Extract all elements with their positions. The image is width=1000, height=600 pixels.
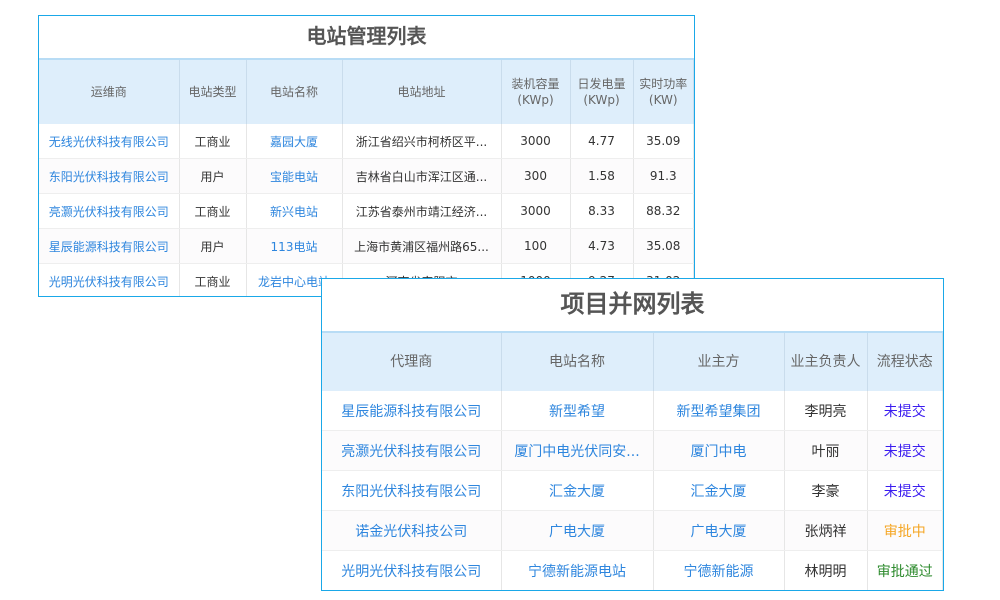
- table-row: 东阳光伏科技有限公司 用户 宝能电站 吉林省白山市浑江区通... 300 1.58 91.3: [39, 158, 694, 194]
- link-cell[interactable]: 新型希望: [501, 391, 654, 431]
- table-row: 星辰能源科技有限公司 新型希望 新型希望集团 李明亮 未提交: [322, 391, 943, 431]
- column-header: 装机容量(KWp): [501, 60, 571, 124]
- column-header: 业主负责人: [784, 333, 868, 391]
- table-cell: 张炳祥: [784, 510, 868, 551]
- link-cell[interactable]: 广电大厦: [653, 510, 785, 551]
- table-row: 星辰能源科技有限公司 用户 113电站 上海市黄浦区福州路65... 100 4.73 35…: [39, 228, 694, 264]
- table-cell: 3000: [501, 193, 571, 229]
- column-header: 代理商: [322, 333, 502, 391]
- link-cell[interactable]: 光明光伏科技有限公司: [322, 550, 502, 590]
- link-cell[interactable]: 嘉园大厦: [246, 124, 343, 159]
- link-cell[interactable]: 宝能电站: [246, 158, 343, 194]
- link-cell[interactable]: 无线光伏科技有限公司: [39, 124, 180, 159]
- link-cell[interactable]: 宁德新能源电站: [501, 550, 654, 590]
- link-cell[interactable]: 星辰能源科技有限公司: [39, 228, 180, 264]
- status-cell: 审批中: [867, 510, 943, 551]
- link-cell[interactable]: 光明光伏科技有限公司: [39, 263, 180, 296]
- column-header: 电站类型: [179, 60, 247, 124]
- table-cell: 林明明: [784, 550, 868, 590]
- column-header: 运维商: [39, 60, 180, 124]
- table-cell: 浙江省绍兴市柯桥区平...: [342, 124, 502, 159]
- table-cell: 用户: [179, 228, 247, 264]
- table-row: 东阳光伏科技有限公司 汇金大厦 汇金大厦 李豪 未提交: [322, 470, 943, 511]
- column-header: 业主方: [653, 333, 785, 391]
- table-cell: 91.3: [633, 158, 694, 194]
- table-row: 光明光伏科技有限公司 宁德新能源电站 宁德新能源 林明明 审批通过: [322, 550, 943, 590]
- status-cell: 未提交: [867, 391, 943, 431]
- station-management-panel: 电站管理列表 运维商 电站类型 电站名称 电站地址 装机容量(KWp) 日发电量(KWp)…: [38, 15, 695, 297]
- panel-title: 电站管理列表: [39, 16, 694, 60]
- table-row: 诺金光伏科技公司 广电大厦 广电大厦 张炳祥 审批中: [322, 510, 943, 551]
- link-cell[interactable]: 汇金大厦: [501, 470, 654, 511]
- table-cell: 李豪: [784, 470, 868, 511]
- link-cell[interactable]: 新型希望集团: [653, 391, 785, 431]
- table-cell: 叶丽: [784, 430, 868, 471]
- link-cell[interactable]: 厦门中电: [653, 430, 785, 471]
- table-cell: 35.09: [633, 124, 694, 159]
- table-row: 无线光伏科技有限公司 工商业 嘉园大厦 浙江省绍兴市柯桥区平... 3000 4.77 35…: [39, 124, 694, 159]
- table-cell: 4.77: [570, 124, 634, 159]
- status-cell: 未提交: [867, 430, 943, 471]
- table-cell: 1.58: [570, 158, 634, 194]
- table-cell: 3000: [501, 124, 571, 159]
- table-cell: 吉林省白山市浑江区通...: [342, 158, 502, 194]
- column-header: 日发电量(KWp): [570, 60, 634, 124]
- table-cell: 100: [501, 228, 571, 264]
- station-table: 运维商 电站类型 电站名称 电站地址 装机容量(KWp) 日发电量(KWp) 实时功率(KW…: [39, 60, 694, 296]
- column-header: 流程状态: [867, 333, 943, 391]
- column-header: 电站名称: [501, 333, 654, 391]
- grid-connection-panel: 项目并网列表 代理商 电站名称 业主方 业主负责人 流程状态 星辰能源科技有限公司 新型希望…: [321, 278, 944, 591]
- link-cell[interactable]: 诺金光伏科技公司: [322, 510, 502, 551]
- link-cell[interactable]: 汇金大厦: [653, 470, 785, 511]
- panel-title: 项目并网列表: [322, 279, 943, 333]
- link-cell[interactable]: 东阳光伏科技有限公司: [322, 470, 502, 511]
- link-cell[interactable]: 东阳光伏科技有限公司: [39, 158, 180, 194]
- link-cell[interactable]: 星辰能源科技有限公司: [322, 391, 502, 431]
- link-cell[interactable]: 113电站: [246, 228, 343, 264]
- status-cell: 审批通过: [867, 550, 943, 590]
- status-cell: 未提交: [867, 470, 943, 511]
- table-cell: 8.33: [570, 193, 634, 229]
- table-row: 亮灏光伏科技有限公司 厦门中电光伏同安... 厦门中电 叶丽 未提交: [322, 430, 943, 471]
- table-cell: 4.73: [570, 228, 634, 264]
- link-cell[interactable]: 广电大厦: [501, 510, 654, 551]
- column-header: 实时功率(KW): [633, 60, 694, 124]
- table-cell: 上海市黄浦区福州路65...: [342, 228, 502, 264]
- table-cell: 300: [501, 158, 571, 194]
- table-row: 亮灏光伏科技有限公司 工商业 新兴电站 江苏省泰州市靖江经济... 3000 8.33 88…: [39, 193, 694, 229]
- table-cell: 88.32: [633, 193, 694, 229]
- table-cell: 工商业: [179, 124, 247, 159]
- table-cell: 江苏省泰州市靖江经济...: [342, 193, 502, 229]
- table-cell: 工商业: [179, 263, 247, 296]
- link-cell[interactable]: 宁德新能源: [653, 550, 785, 590]
- table-cell: 35.08: [633, 228, 694, 264]
- table-cell: 李明亮: [784, 391, 868, 431]
- link-cell[interactable]: 亮灏光伏科技有限公司: [39, 193, 180, 229]
- column-header: 电站名称: [246, 60, 343, 124]
- link-cell[interactable]: 亮灏光伏科技有限公司: [322, 430, 502, 471]
- link-cell[interactable]: 厦门中电光伏同安...: [501, 430, 654, 471]
- link-cell[interactable]: 新兴电站: [246, 193, 343, 229]
- table-cell: 用户: [179, 158, 247, 194]
- column-header: 电站地址: [342, 60, 502, 124]
- table-cell: 工商业: [179, 193, 247, 229]
- grid-connection-table: 代理商 电站名称 业主方 业主负责人 流程状态 星辰能源科技有限公司 新型希望 新型希望集团李…: [322, 333, 943, 590]
